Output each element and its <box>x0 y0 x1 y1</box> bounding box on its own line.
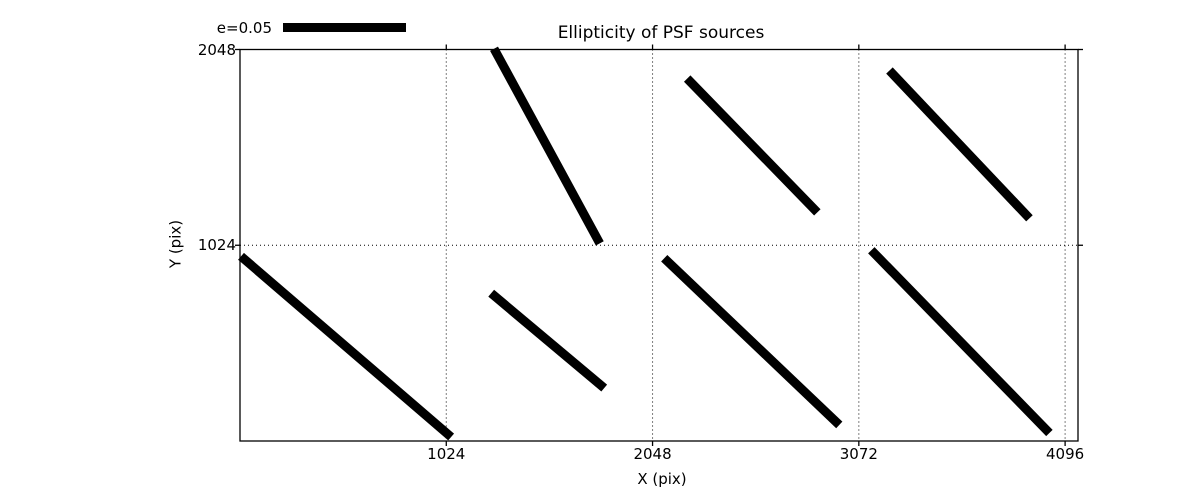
whisker-segment <box>886 67 1033 222</box>
whisker-segment <box>488 289 608 392</box>
x-tick-label: 4096 <box>1046 445 1085 463</box>
y-axis-label: Y (pix) <box>166 219 185 269</box>
chart-title: Ellipticity of PSF sources <box>557 23 765 43</box>
whisker-segment <box>683 75 821 216</box>
x-tick-label: 3072 <box>839 445 878 463</box>
y-tick-label: 1024 <box>197 236 236 255</box>
whisker-segment <box>490 46 604 246</box>
whisker-segment <box>661 254 843 429</box>
legend-label: e=0.05 <box>216 19 272 37</box>
whisker-segment <box>238 252 455 441</box>
x-tick-label: 2048 <box>633 445 672 463</box>
x-tick-label: 1024 <box>427 445 466 463</box>
x-axis-label: X (pix) <box>637 470 687 488</box>
y-tick-label: 2048 <box>197 40 236 59</box>
legend-scale-bar <box>283 23 406 32</box>
whisker-segment <box>868 247 1053 437</box>
